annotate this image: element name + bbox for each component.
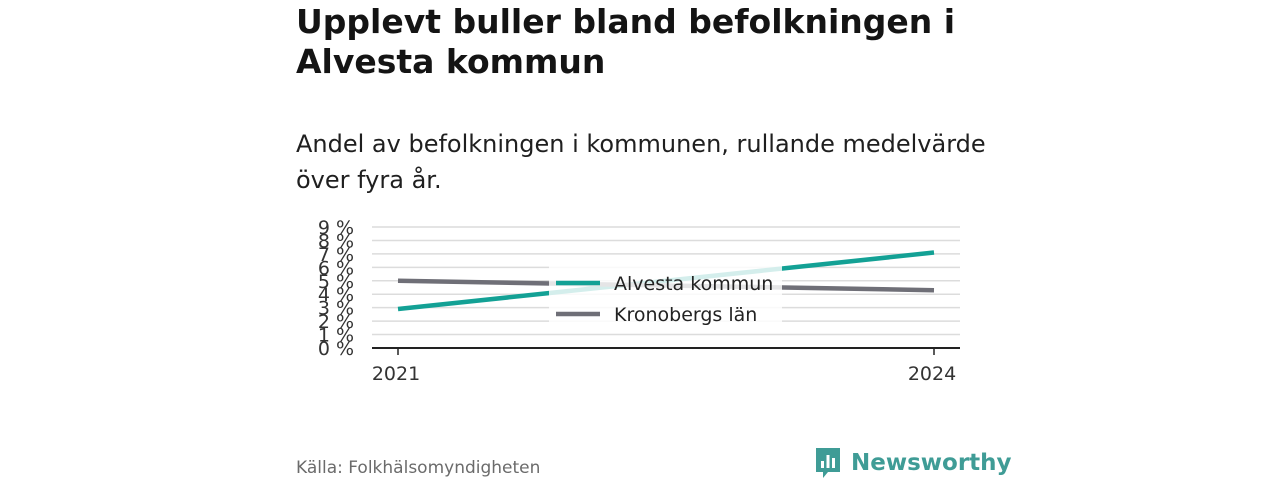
y-tick-label: 0 % (318, 338, 354, 360)
legend-box (549, 263, 782, 333)
y-tick-label: 9 % (318, 217, 354, 239)
x-tick-label: 2024 (908, 363, 956, 385)
legend-label: Kronobergs län (614, 304, 757, 326)
bar-chart-logo-icon (816, 448, 840, 478)
y-tick-label: 5 % (318, 271, 354, 293)
x-tick-label: 2021 (372, 363, 420, 385)
y-tick-label: 3 % (318, 298, 354, 320)
y-tick-label: 1 % (318, 325, 354, 347)
y-axis-ticks: 0 %1 %2 %3 %4 %5 %6 %7 %8 %9 % (318, 217, 354, 360)
x-axis-ticks: 2021 2024 (372, 348, 956, 385)
brand-logo: Newsworthy (814, 446, 1012, 480)
y-tick-label: 6 % (318, 257, 354, 279)
y-tick-label: 8 % (318, 230, 354, 252)
source-note: Källa: Folkhälsomyndigheten (296, 458, 541, 478)
y-tick-label: 7 % (318, 244, 354, 266)
y-tick-label: 2 % (318, 311, 354, 333)
chart-title: Upplevt buller bland befolkningen i Alve… (296, 2, 956, 81)
legend: Alvesta kommun Kronobergs län (549, 263, 782, 333)
brand-name: Newsworthy (851, 450, 1012, 476)
y-tick-label: 4 % (318, 284, 354, 306)
chart-subtitle: Andel av befolkningen i kommunen, rullan… (296, 130, 986, 194)
legend-label: Alvesta kommun (614, 273, 773, 295)
